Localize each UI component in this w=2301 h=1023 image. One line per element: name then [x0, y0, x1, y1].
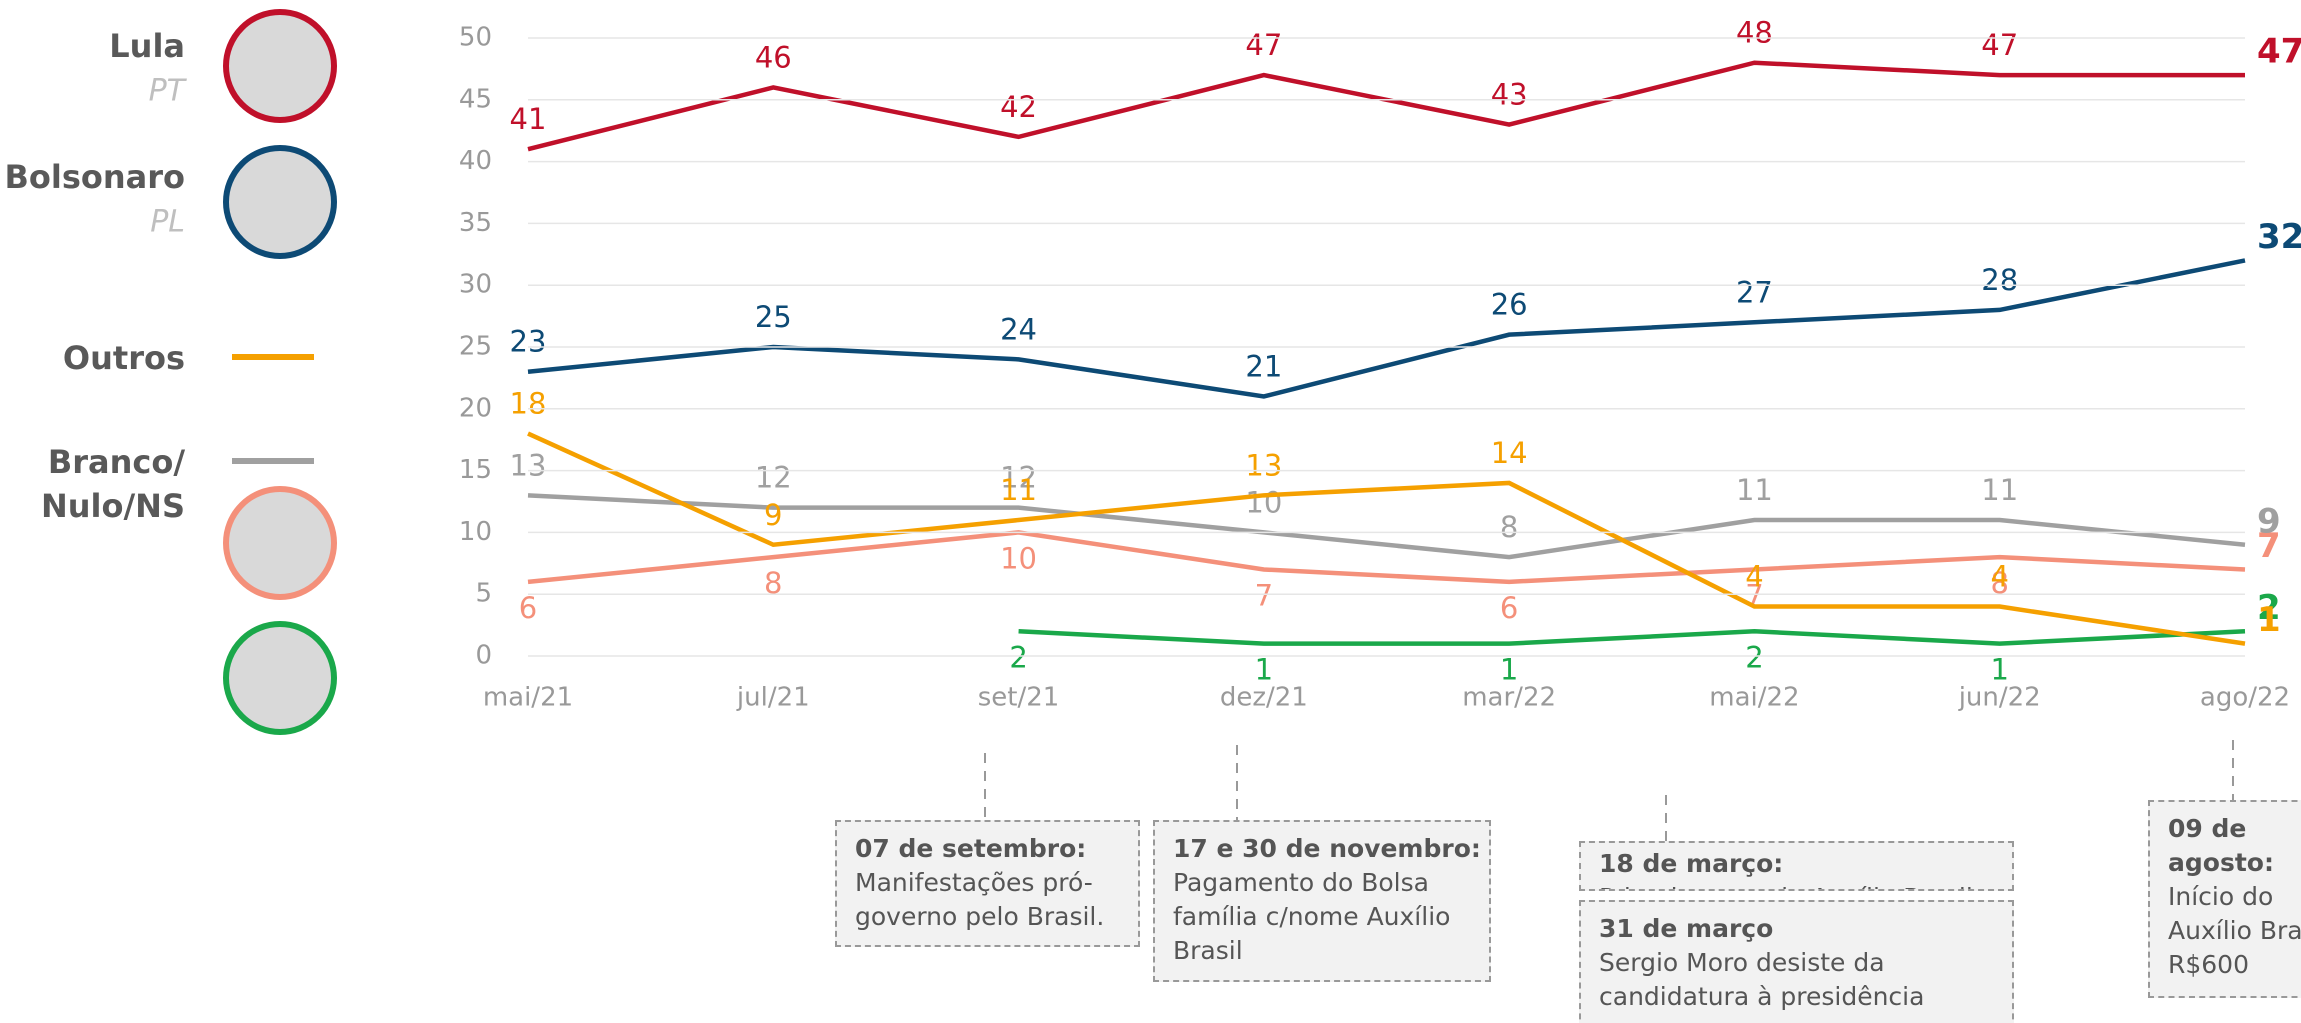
x-tick-label: mai/21: [483, 683, 573, 713]
y-tick-label: 45: [459, 84, 492, 114]
series-line: [527, 258, 2246, 399]
photos: [223, 9, 337, 735]
y-tick-label: 20: [459, 393, 492, 423]
data-label: 11: [1981, 473, 2018, 507]
legend-label: Nulo/NS: [41, 487, 185, 525]
data-label: 48: [1736, 16, 1773, 50]
x-tick-label: set/21: [978, 683, 1060, 713]
series-line: [527, 60, 2245, 152]
data-label: 47: [2257, 32, 2301, 72]
data-label: 46: [755, 40, 792, 74]
series-line: [527, 530, 2246, 585]
data-label: 25: [755, 300, 792, 334]
data-label: 13: [1245, 448, 1282, 482]
data-label: 1: [1990, 653, 2008, 687]
annotation: 07 de setembro: Manifestações pró-governo…: [835, 820, 1140, 947]
y-tick-label: 0: [475, 641, 492, 671]
data-label: 47: [1245, 28, 1282, 62]
data-label: 2: [1009, 640, 1027, 674]
data-label: 14: [1491, 436, 1528, 470]
y-tick-label: 50: [459, 23, 492, 53]
data-label: 21: [1245, 349, 1282, 383]
data-label: 26: [1491, 288, 1528, 322]
data-label: 2: [1745, 640, 1763, 674]
x-tick-label: mar/22: [1462, 683, 1556, 713]
data-label: 8: [1500, 510, 1518, 544]
data-label: 13: [510, 448, 547, 482]
data-label: 12: [755, 461, 792, 495]
data-label: 12: [1000, 461, 1037, 495]
data-label: 11: [1736, 473, 1773, 507]
y-tick-label: 25: [459, 332, 492, 362]
data-label: 4: [1745, 560, 1763, 594]
data-label: 1: [1500, 653, 1518, 687]
data-label: 6: [519, 591, 537, 625]
data-label: 47: [1981, 28, 2018, 62]
y-tick-label: 5: [475, 579, 492, 609]
data-label: 23: [510, 325, 547, 359]
y-tick-label: 35: [459, 208, 492, 238]
data-label: 8: [764, 566, 782, 600]
data-label: 32: [2257, 217, 2301, 257]
y-tick-label: 40: [459, 146, 492, 176]
data-label: 1: [1255, 653, 1273, 687]
data-label: 18: [510, 387, 547, 421]
annotation: 31 de março Sergio Moro desiste da candida…: [1579, 900, 2014, 1023]
series-line: [1018, 629, 2246, 646]
annotation: 09 de agosto: Início do Auxílio Bra R$600: [2148, 800, 2301, 998]
data-label: 7: [1255, 578, 1273, 612]
annotation: 18 de março:Primeira parcela Auxílio Bra…: [1579, 841, 2014, 891]
connectors: [984, 740, 2234, 841]
data-label: 27: [1736, 275, 1773, 309]
y-tick-label: 15: [459, 455, 492, 485]
legend-label: Branco/: [48, 443, 186, 481]
data-label: 2: [2257, 588, 2281, 628]
data-label: 9: [2257, 501, 2281, 541]
legend-label: Outros: [63, 339, 185, 377]
data-label: 41: [510, 102, 547, 136]
legend-party: PL: [150, 205, 185, 240]
series-line: [527, 431, 2246, 646]
y-tick-label: 30: [459, 270, 492, 300]
legend-label: Lula: [109, 27, 185, 65]
data-label: 8: [1990, 566, 2008, 600]
x-tick-label: jul/21: [736, 683, 810, 713]
data-label: 4: [1990, 560, 2008, 594]
annotation: 17 e 30 de novembro: Pagamento do Bolsa fa…: [1153, 820, 1491, 982]
y-tick-label: 10: [459, 517, 492, 547]
x-tick-label: dez/21: [1220, 683, 1308, 713]
data-label: 42: [1000, 90, 1037, 124]
legend-party: PT: [149, 74, 188, 109]
data-label: 10: [1000, 541, 1037, 575]
data-label: 9: [764, 498, 782, 532]
data-label: 1: [2257, 600, 2281, 640]
x-tick-label: mai/22: [1709, 683, 1799, 713]
data-label: 6: [1500, 591, 1518, 625]
x-tick-label: ago/22: [2200, 683, 2290, 713]
data-label: 11: [1000, 473, 1037, 507]
data-label: 7: [2257, 526, 2281, 566]
legend-label: Bolsonaro: [4, 158, 185, 196]
x-tick-label: jun/22: [1958, 683, 2041, 713]
data-label: 28: [1981, 263, 2018, 297]
data-label: 24: [1000, 312, 1037, 346]
data-label: 10: [1245, 485, 1282, 519]
series-line: [527, 493, 2246, 560]
data-label: 43: [1491, 78, 1528, 112]
